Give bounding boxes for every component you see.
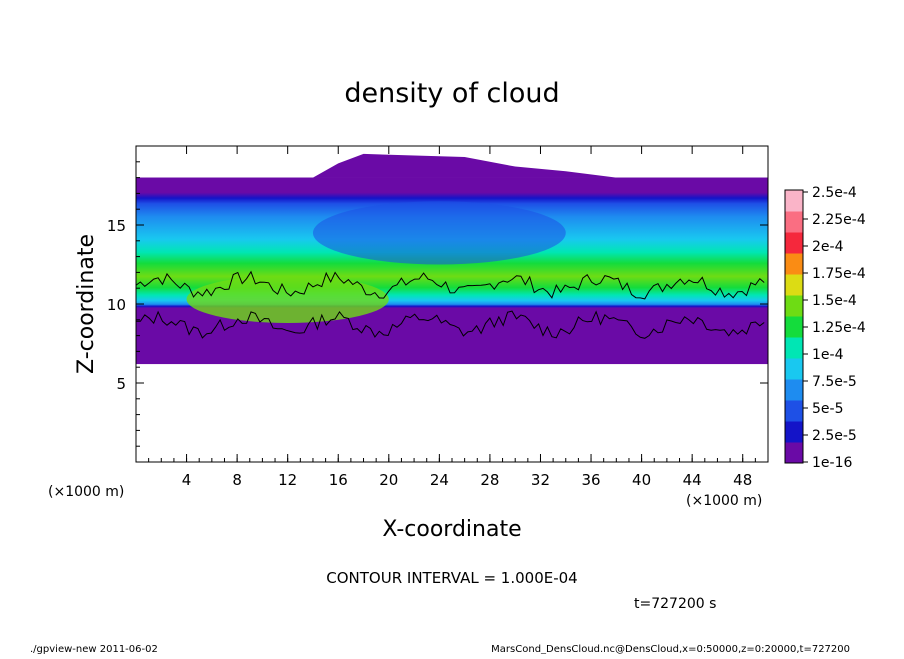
y-axis: 5 10 15: [107, 145, 768, 463]
colorbar-swatch: [785, 190, 803, 212]
colorbar: 1e-16 2.5e-5 5e-5 7.5e-5 1e-4 1.25e-4 1.5e-4 1.…: [785, 185, 866, 471]
x-unit-right: (×1000 m): [686, 493, 762, 509]
colorbar-swatch: [785, 400, 803, 422]
x-tick-label: 16: [329, 471, 348, 489]
x-tick-label: 36: [581, 471, 600, 489]
cloud-top-edge: [136, 177, 768, 186]
colorbar-swatch: [785, 358, 803, 380]
footer-right: MarsCond_DensCloud.nc@DensCloud,x=0:5000…: [491, 644, 850, 654]
cloud-bottom-edge: [136, 357, 768, 365]
colorbar-label: 1.25e-4: [812, 320, 866, 336]
colorbar-swatch: [785, 337, 803, 359]
x-tick-label: 28: [480, 471, 499, 489]
footer-left: ./gpview-new 2011-06-02: [30, 644, 158, 654]
colorbar-label: 1e-16: [812, 455, 852, 471]
plot-area: [136, 153, 768, 365]
x-tick-label: 8: [232, 471, 242, 489]
x-unit-left: (×1000 m): [48, 484, 124, 500]
colorbar-swatch: [785, 232, 803, 254]
colorbar-swatch: [785, 211, 803, 233]
colorbar-swatch: [785, 274, 803, 296]
x-tick-label: 48: [733, 471, 752, 489]
x-tick-label: 20: [379, 471, 398, 489]
colorbar-label: 5e-5: [812, 401, 843, 417]
colorbar-label: 2.25e-4: [812, 212, 866, 228]
colorbar-label: 2.5e-4: [812, 185, 857, 201]
colorbar-frame: [784, 189, 804, 464]
colorbar-label: 7.5e-5: [812, 374, 857, 390]
colorbar-label: 2.5e-5: [812, 428, 857, 444]
chart-title: density of cloud: [344, 78, 559, 109]
y-tick-label: 10: [107, 296, 126, 314]
cloud-dome: [312, 153, 617, 178]
y-tick-label: 15: [107, 217, 126, 235]
colorbar-swatch: [785, 316, 803, 338]
x-tick-label: 12: [278, 471, 297, 489]
x-tick-label: 32: [531, 471, 550, 489]
x-axis-label: X-coordinate: [382, 517, 521, 542]
colorbar-label: 2e-4: [812, 239, 844, 255]
y-tick-label: 5: [116, 375, 126, 393]
x-tick-label: 24: [430, 471, 449, 489]
contour-line-lower: [136, 310, 765, 339]
x-tick-label: 4: [182, 471, 192, 489]
colorbar-label: 1e-4: [812, 347, 844, 363]
contour-line-upper: [136, 270, 765, 300]
x-tick-label: 44: [683, 471, 702, 489]
colorbar-swatch: [785, 379, 803, 401]
colorbar-label: 1.75e-4: [812, 266, 866, 282]
low-density-patch: [312, 201, 566, 265]
x-tick-label: 40: [632, 471, 651, 489]
colorbar-swatch: [785, 442, 803, 464]
colorbar-label: 1.5e-4: [812, 293, 857, 309]
contour-interval-label: CONTOUR INTERVAL = 1.000E-04: [326, 569, 577, 587]
y-axis-label: Z-coordinate: [74, 234, 99, 374]
colorbar-swatch: [785, 295, 803, 317]
colorbar-swatch: [785, 253, 803, 275]
density-peak-region: [186, 275, 389, 323]
colorbar-swatch: [785, 421, 803, 443]
x-axis: 4 8 12 16 20 24 28 32 36 40 44 48: [135, 146, 769, 489]
time-label: t=727200 s: [634, 596, 716, 612]
